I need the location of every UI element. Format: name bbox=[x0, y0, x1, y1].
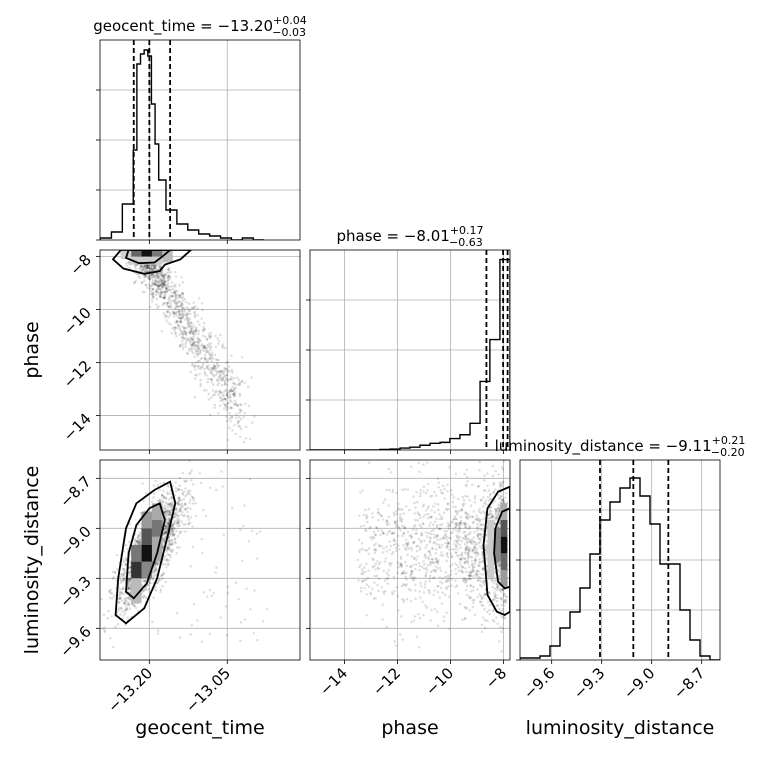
hist-luminosity_distance-content bbox=[520, 460, 720, 660]
title-luminosity_distance: luminosity_distance = −9.11+0.21 −0.20 bbox=[495, 434, 746, 459]
pair-phase-luminosity_distance-contour-0 bbox=[482, 485, 510, 617]
ytick-label-luminosity_distance: −9.6 bbox=[56, 622, 94, 660]
pair-phase-luminosity_distance-grid bbox=[310, 460, 510, 660]
xtick-label-phase: −12 bbox=[369, 664, 404, 699]
pair-geocent_time-luminosity_distance bbox=[99, 459, 301, 661]
title-phase: phase = −8.01+0.17 −0.63 bbox=[336, 224, 483, 249]
ytick-label-phase: −10 bbox=[60, 304, 95, 339]
ytick-label-phase: −12 bbox=[60, 357, 95, 392]
xtick-label-phase: −14 bbox=[316, 664, 351, 699]
hist-geocent_time-content bbox=[100, 40, 265, 240]
xtick-label-phase: −10 bbox=[422, 664, 457, 699]
hist-geocent_time-grid bbox=[100, 40, 300, 240]
ytick-label-phase: −8 bbox=[66, 251, 94, 279]
ytick-label-luminosity_distance: −9.3 bbox=[56, 572, 94, 610]
xtick-label-luminosity_distance: −9.3 bbox=[570, 664, 608, 702]
pair-phase-luminosity_distance-samples bbox=[356, 460, 509, 653]
pair-geocent_time-phase-frame bbox=[99, 249, 301, 451]
ytick-label-luminosity_distance: −9.0 bbox=[56, 522, 94, 560]
hist-step-geocent_time bbox=[100, 49, 265, 240]
title-geocent_time: geocent_time = −13.20+0.04 −0.03 bbox=[93, 14, 307, 39]
pair-geocent_time-phase-contour-0 bbox=[111, 250, 193, 275]
xlabel-geocent_time: geocent_time bbox=[135, 717, 264, 739]
pair-geocent_time-luminosity_distance-contour-1 bbox=[125, 502, 166, 600]
xtick-label-geocent_time: −13.05 bbox=[182, 664, 234, 716]
ytick-label-phase: −14 bbox=[60, 410, 95, 445]
hist-phase bbox=[306, 249, 511, 451]
xtick-label-phase: −8 bbox=[482, 664, 510, 692]
pair-geocent_time-luminosity_distance-content bbox=[100, 460, 269, 649]
pair-phase-luminosity_distance-content bbox=[356, 460, 510, 653]
xlabel-phase: phase bbox=[381, 717, 438, 739]
xtick-label-luminosity_distance: −8.7 bbox=[670, 664, 708, 702]
hist-geocent_time bbox=[96, 39, 301, 241]
hist-phase-content bbox=[310, 250, 510, 450]
xlabel-luminosity_distance: luminosity_distance bbox=[526, 717, 715, 739]
xtick-label-luminosity_distance: −9.6 bbox=[520, 664, 558, 702]
ylabel-phase: phase bbox=[21, 321, 43, 378]
pair-phase-luminosity_distance-frame bbox=[309, 459, 511, 661]
ytick-label-luminosity_distance: −8.7 bbox=[56, 472, 94, 510]
pair-geocent_time-luminosity_distance-density bbox=[131, 503, 163, 604]
pair-phase-luminosity_distance-contour-1 bbox=[493, 507, 510, 590]
xtick-label-geocent_time: −13.20 bbox=[104, 664, 156, 716]
hist-step-luminosity_distance bbox=[520, 477, 720, 660]
ylabel-luminosity_distance: luminosity_distance bbox=[21, 466, 43, 655]
pair-geocent_time-phase-content bbox=[111, 250, 256, 444]
pair-geocent_time-phase bbox=[99, 249, 301, 451]
pair-phase-luminosity_distance bbox=[309, 459, 511, 661]
hist-luminosity_distance bbox=[516, 459, 721, 661]
pair-geocent_time-luminosity_distance-contour-0 bbox=[114, 480, 177, 625]
pair-geocent_time-phase-samples bbox=[119, 250, 256, 444]
pair-geocent_time-phase-density bbox=[120, 250, 173, 265]
pair-geocent_time-luminosity_distance-frame bbox=[99, 459, 301, 661]
pair-geocent_time-phase-contour-1 bbox=[124, 250, 172, 265]
pair-geocent_time-luminosity_distance-samples bbox=[100, 460, 269, 649]
xtick-label-luminosity_distance: −9.0 bbox=[620, 664, 658, 702]
hist-step-phase bbox=[310, 258, 510, 450]
